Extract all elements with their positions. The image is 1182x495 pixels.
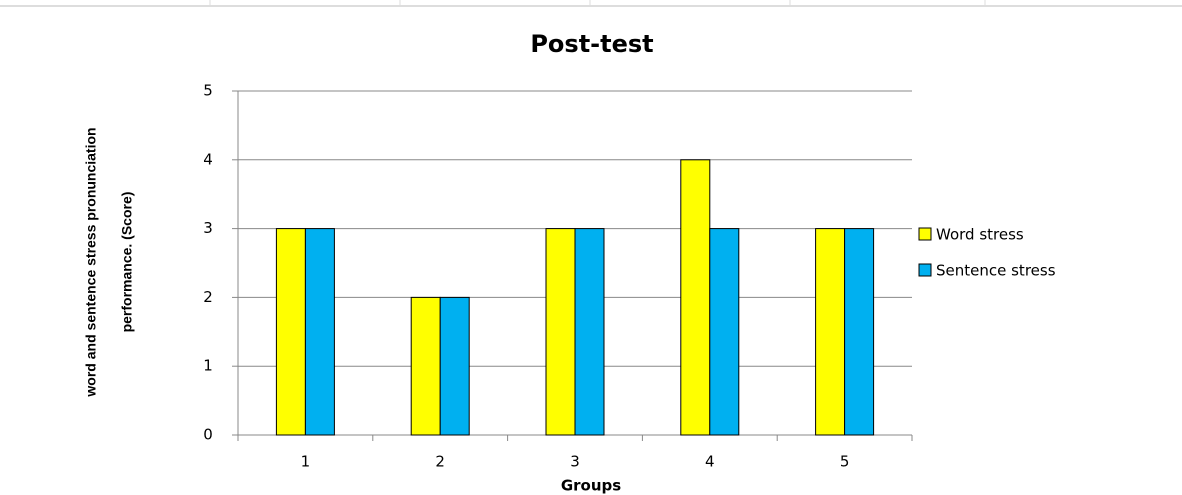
- y-tick-label: 1: [203, 357, 213, 375]
- y-tick-label: 2: [203, 288, 213, 306]
- y-axis-label-line: performance. (Score): [119, 192, 135, 333]
- legend-label: Sentence stress: [936, 262, 1056, 280]
- bar: [545, 228, 576, 436]
- top-border: [0, 0, 1182, 7]
- x-tick-label: 4: [705, 453, 715, 471]
- x-tick-label: 1: [301, 453, 311, 471]
- y-axis-label-line: word and sentence stress pronunciation: [83, 127, 99, 397]
- x-axis-label: Groups: [561, 477, 621, 495]
- legend-label: Word stress: [936, 226, 1024, 244]
- bar: [439, 296, 470, 436]
- y-tick-label: 5: [203, 82, 213, 100]
- bar: [844, 228, 875, 436]
- y-tick-label: 3: [203, 219, 213, 237]
- y-tick-label: 4: [203, 150, 213, 168]
- x-tick-label: 3: [570, 453, 580, 471]
- chart-title: Post-test: [530, 30, 653, 58]
- bar: [574, 228, 605, 436]
- bar: [275, 228, 306, 436]
- bar: [304, 228, 335, 436]
- bar: [680, 159, 711, 436]
- bar: [709, 228, 740, 436]
- y-axis-label: word and sentence stress pronunciation p…: [83, 127, 135, 397]
- x-tick-label: 2: [435, 453, 445, 471]
- x-tick-label: 5: [840, 453, 850, 471]
- y-tick-label: 0: [203, 426, 213, 444]
- bar: [410, 296, 441, 436]
- legend-swatch: [918, 263, 932, 277]
- bar: [815, 228, 846, 436]
- legend-swatch: [918, 227, 932, 241]
